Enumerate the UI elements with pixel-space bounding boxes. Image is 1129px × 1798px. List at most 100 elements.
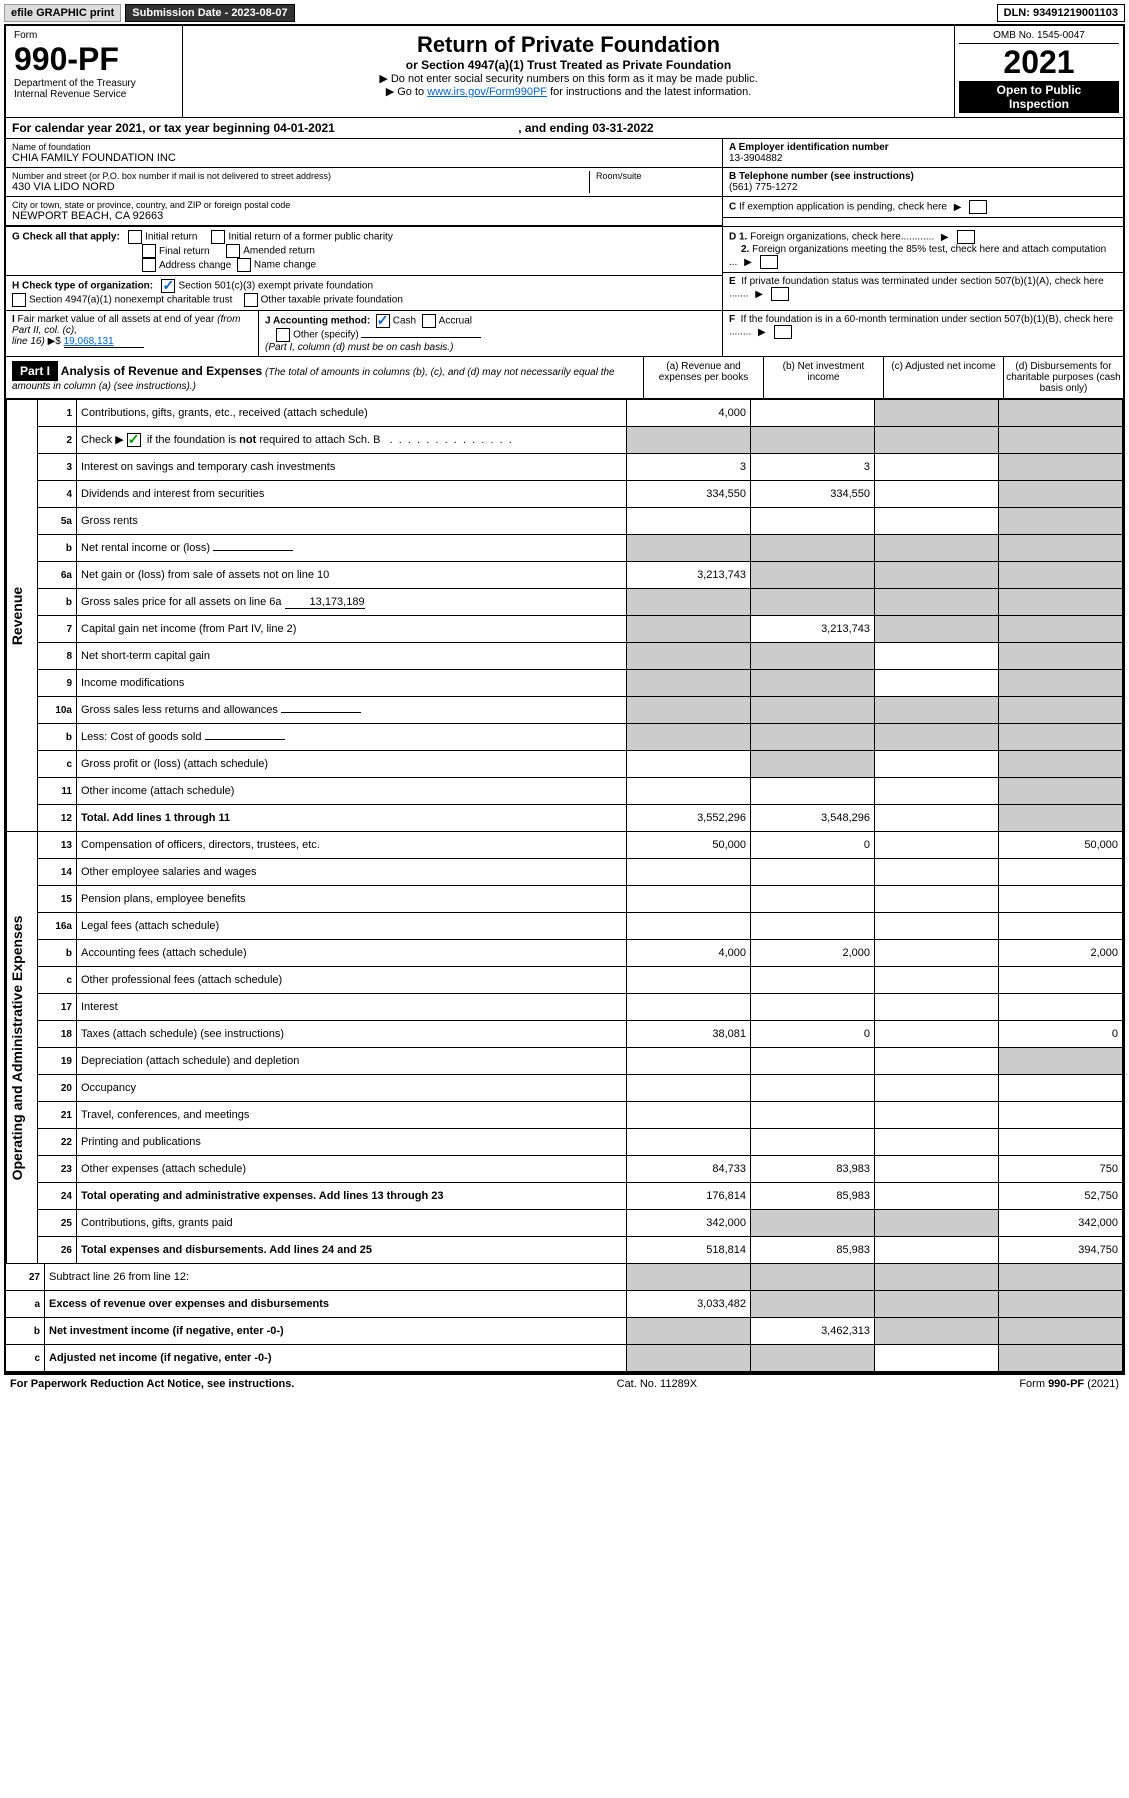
irs-link[interactable]: www.irs.gov/Form990PF bbox=[427, 86, 547, 98]
top-toolbar: efile GRAPHIC print Submission Date - 20… bbox=[4, 4, 1125, 22]
line-description: Net investment income (if negative, ente… bbox=[45, 1318, 627, 1345]
dept-treasury: Department of the Treasury bbox=[14, 78, 174, 89]
line-description: Income modifications bbox=[77, 670, 627, 697]
f-checkbox[interactable] bbox=[774, 325, 792, 339]
part1-badge: Part I bbox=[12, 361, 58, 381]
e-checkbox[interactable] bbox=[771, 287, 789, 301]
line-description: Interest bbox=[77, 994, 627, 1021]
phone-value: (561) 775-1272 bbox=[729, 182, 1117, 193]
other-taxable-checkbox[interactable] bbox=[244, 293, 258, 307]
line-number: 2 bbox=[38, 427, 77, 454]
d2-checkbox[interactable] bbox=[760, 255, 778, 269]
line-number: c bbox=[38, 751, 77, 778]
table-row: 2Check ▶ if the foundation is not requir… bbox=[7, 427, 1123, 454]
revenue-table: Revenue1Contributions, gifts, grants, et… bbox=[6, 399, 1123, 832]
table-row: 12Total. Add lines 1 through 113,552,296… bbox=[7, 805, 1123, 832]
line-number: 6a bbox=[38, 562, 77, 589]
expenses-table: Operating and Administrative Expenses13C… bbox=[6, 831, 1123, 1264]
table-row: 22Printing and publications bbox=[7, 1129, 1123, 1156]
line-description: Net short-term capital gain bbox=[77, 643, 627, 670]
exemption-cell: C If exemption application is pending, c… bbox=[723, 197, 1123, 218]
line-number: c bbox=[6, 1345, 45, 1372]
line-description: Occupancy bbox=[77, 1075, 627, 1102]
line-description: Accounting fees (attach schedule) bbox=[77, 940, 627, 967]
catalog-number: Cat. No. 11289X bbox=[617, 1378, 698, 1390]
foundation-name-cell: Name of foundation CHIA FAMILY FOUNDATIO… bbox=[6, 139, 722, 168]
efile-button[interactable]: efile GRAPHIC print bbox=[4, 4, 121, 22]
table-row: bNet investment income (if negative, ent… bbox=[6, 1318, 1123, 1345]
line-description: Total operating and administrative expen… bbox=[77, 1183, 627, 1210]
initial-return-checkbox[interactable] bbox=[128, 230, 142, 244]
table-row: 4Dividends and interest from securities3… bbox=[7, 481, 1123, 508]
line-number: 5a bbox=[38, 508, 77, 535]
line-description: Adjusted net income (if negative, enter … bbox=[45, 1345, 627, 1372]
submission-date-badge: Submission Date - 2023-08-07 bbox=[125, 4, 294, 22]
table-row: cAdjusted net income (if negative, enter… bbox=[6, 1345, 1123, 1372]
line-number: 26 bbox=[38, 1237, 77, 1264]
bottom-table: 27Subtract line 26 from line 12:aExcess … bbox=[6, 1263, 1123, 1372]
e-section: E If private foundation status was termi… bbox=[723, 272, 1123, 304]
line-number: 18 bbox=[38, 1021, 77, 1048]
line-number: 20 bbox=[38, 1075, 77, 1102]
table-row: 26Total expenses and disbursements. Add … bbox=[7, 1237, 1123, 1264]
amended-return-checkbox[interactable] bbox=[226, 244, 240, 258]
line-description: Pension plans, employee benefits bbox=[77, 886, 627, 913]
table-row: 19Depreciation (attach schedule) and dep… bbox=[7, 1048, 1123, 1075]
table-row: 14Other employee salaries and wages bbox=[7, 859, 1123, 886]
part1-header-row: Part I Analysis of Revenue and Expenses … bbox=[6, 356, 1123, 399]
form-id-box: Form 990-PF Department of the Treasury I… bbox=[6, 26, 183, 117]
line-number: 11 bbox=[38, 778, 77, 805]
other-method-checkbox[interactable] bbox=[276, 328, 290, 342]
table-row: 16aLegal fees (attach schedule) bbox=[7, 913, 1123, 940]
d1-checkbox[interactable] bbox=[957, 230, 975, 244]
table-row: 15Pension plans, employee benefits bbox=[7, 886, 1123, 913]
fmv-value[interactable]: 19,068,131 bbox=[64, 336, 144, 348]
line-number: 8 bbox=[38, 643, 77, 670]
f-section: F If the foundation is in a 60-month ter… bbox=[723, 311, 1123, 342]
table-row: 23Other expenses (attach schedule)84,733… bbox=[7, 1156, 1123, 1183]
table-row: cGross profit or (loss) (attach schedule… bbox=[7, 751, 1123, 778]
col-c-header: (c) Adjusted net income bbox=[883, 357, 1003, 398]
line-number: b bbox=[6, 1318, 45, 1345]
line-number: 3 bbox=[38, 454, 77, 481]
501c3-checkbox[interactable] bbox=[161, 279, 175, 293]
line-description: Interest on savings and temporary cash i… bbox=[77, 454, 627, 481]
table-row: Revenue1Contributions, gifts, grants, et… bbox=[7, 400, 1123, 427]
section-label: Operating and Administrative Expenses bbox=[7, 832, 38, 1264]
dln-label: DLN: 93491219001103 bbox=[997, 4, 1125, 22]
i-section: I Fair market value of all assets at end… bbox=[6, 311, 259, 356]
line-description: Capital gain net income (from Part IV, l… bbox=[77, 616, 627, 643]
line-description: Gross rents bbox=[77, 508, 627, 535]
initial-former-checkbox[interactable] bbox=[211, 230, 225, 244]
line-description: Net rental income or (loss) bbox=[77, 535, 627, 562]
line-description: Legal fees (attach schedule) bbox=[77, 913, 627, 940]
final-return-checkbox[interactable] bbox=[142, 244, 156, 258]
table-row: cOther professional fees (attach schedul… bbox=[7, 967, 1123, 994]
form-ref: Form 990-PF (2021) bbox=[1019, 1378, 1119, 1390]
address-change-checkbox[interactable] bbox=[142, 258, 156, 272]
table-row: bLess: Cost of goods sold bbox=[7, 724, 1123, 751]
table-row: 7Capital gain net income (from Part IV, … bbox=[7, 616, 1123, 643]
line-description: Printing and publications bbox=[77, 1129, 627, 1156]
line-number: b bbox=[38, 589, 77, 616]
line-number: 19 bbox=[38, 1048, 77, 1075]
c-checkbox[interactable] bbox=[969, 200, 987, 214]
ssn-note: ▶ Do not enter social security numbers o… bbox=[189, 72, 948, 85]
line-number: 12 bbox=[38, 805, 77, 832]
line-description: Subtract line 26 from line 12: bbox=[45, 1264, 627, 1291]
line-number: c bbox=[38, 967, 77, 994]
d-section: D 1. Foreign organizations, check here..… bbox=[723, 227, 1123, 272]
form-title-box: Return of Private Foundation or Section … bbox=[183, 26, 954, 117]
line-number: 21 bbox=[38, 1102, 77, 1129]
form-label: Form bbox=[14, 30, 174, 41]
city-cell: City or town, state or province, country… bbox=[6, 197, 722, 226]
goto-note: ▶ Go to www.irs.gov/Form990PF for instru… bbox=[189, 85, 948, 98]
ein-value: 13-3904882 bbox=[729, 153, 1117, 164]
accrual-checkbox[interactable] bbox=[422, 314, 436, 328]
name-change-checkbox[interactable] bbox=[237, 258, 251, 272]
section-label: Revenue bbox=[7, 400, 38, 832]
4947a1-checkbox[interactable] bbox=[12, 293, 26, 307]
line-number: 1 bbox=[38, 400, 77, 427]
cash-checkbox[interactable] bbox=[376, 314, 390, 328]
room-suite-label: Room/suite bbox=[596, 171, 716, 181]
